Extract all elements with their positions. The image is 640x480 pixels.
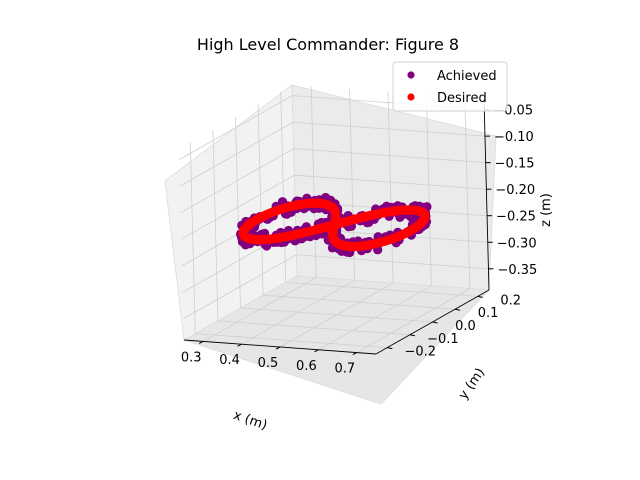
y-tick-mark (387, 347, 393, 350)
y-gridline-left (257, 104, 264, 296)
y-gridline-floor (263, 294, 456, 310)
z-gridline-left (179, 95, 293, 160)
z-gridline-back (296, 254, 489, 270)
y-gridline-floor (285, 282, 478, 297)
y-tick-mark (432, 321, 438, 324)
legend-box (392, 61, 508, 112)
y-gridline-left (280, 91, 287, 283)
y-tick-label: 0.0 (455, 319, 476, 334)
x-gridline-back (464, 97, 471, 289)
chart-title: High Level Commander: Figure 8 (197, 35, 459, 54)
x-gridline-back (310, 86, 317, 278)
scatter-points (235, 192, 432, 258)
y-tick-label: −0.2 (405, 345, 437, 360)
y-tick-label: 0.2 (500, 293, 521, 308)
z-tick-label: −0.35 (497, 263, 537, 278)
x-tick-label: 0.6 (296, 359, 317, 374)
data-point (404, 226, 414, 236)
y-tick-mark (409, 334, 415, 337)
z-gridline-back (294, 174, 487, 190)
z-tick-label: −0.30 (497, 236, 537, 251)
legend-marker-desired (407, 93, 415, 101)
z-gridline-back (292, 121, 486, 137)
y-gridline-left (189, 142, 196, 334)
legend: Achieved Desired (392, 61, 508, 112)
z-axis-label: z (m) (539, 193, 554, 227)
x-tick-label: 0.4 (219, 353, 240, 368)
z-tick-label: −0.15 (495, 157, 535, 172)
z-gridline-left (181, 174, 295, 240)
y-tick-mark (455, 308, 461, 311)
legend-label-desired: Desired (437, 91, 487, 106)
x-tick-mark (237, 343, 242, 347)
z-gridline-left (179, 121, 294, 187)
y-axis-label: y (m) (456, 366, 488, 403)
y-tick-label: 0.1 (478, 306, 499, 321)
x-tick-mark (352, 352, 358, 356)
y-gridline-floor (240, 307, 433, 323)
x-gridline-back (387, 91, 394, 284)
y-gridline-floor (195, 333, 388, 348)
x-tick-label: 0.7 (334, 362, 355, 377)
x-tick-mark (314, 349, 319, 353)
x-tick-label: 0.5 (258, 356, 279, 371)
z-gridline-left (180, 148, 294, 214)
ticks: 0.3 0.4 0.5 0.6 0.7−0.2−0.10.00.10.2−0.05−0.… (181, 104, 537, 377)
x-axis-label: x (m) (231, 408, 269, 433)
y-tick-mark (477, 295, 483, 298)
z-tick-label: −0.10 (494, 130, 534, 145)
y-gridline-left (235, 116, 241, 309)
x-tick-mark (198, 340, 204, 344)
z-gridline-back (293, 148, 486, 164)
legend-marker-achieved (407, 71, 415, 79)
y-gridline-floor (217, 320, 410, 336)
z-axis-line (483, 98, 490, 291)
y-gridline-left (212, 129, 219, 321)
y-tick-label: −0.1 (427, 332, 459, 347)
x-tick-label: 0.3 (181, 350, 202, 365)
x-gridline-back (426, 94, 432, 286)
z-tick-label: −0.25 (496, 210, 536, 225)
z-tick-label: −0.20 (495, 183, 535, 198)
series-desired (238, 198, 430, 252)
legend-label-achieved: Achieved (437, 69, 497, 84)
z-gridline-left (183, 254, 297, 320)
x-tick-mark (275, 346, 281, 350)
